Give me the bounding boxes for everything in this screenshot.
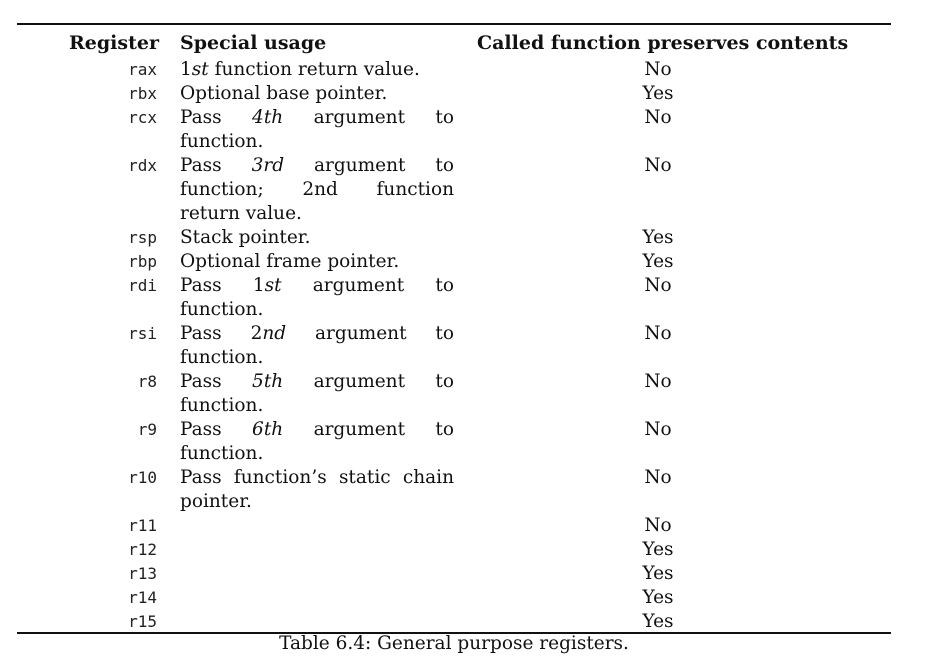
preserves-value: Yes [642, 251, 674, 272]
preserves-value: No [644, 323, 672, 344]
preserves-value: Yes [642, 227, 674, 248]
header-preserves-contents: Called function preserves contents [477, 32, 849, 54]
preserves-value: Yes [642, 563, 674, 584]
register-name: rax [128, 60, 157, 79]
usage-text: Pass 6th argument to function. [180, 419, 454, 464]
table-row: r11 No [0, 514, 935, 538]
register-name: r11 [128, 516, 157, 535]
register-name: rdi [128, 276, 157, 295]
usage-text [180, 586, 454, 610]
table-row: r9 Pass 6th argument to function. No [0, 418, 935, 466]
preserves-value: No [644, 371, 672, 392]
register-name: r13 [128, 564, 157, 583]
register-name: r9 [137, 420, 157, 439]
usage-text: Optional frame pointer. [180, 251, 400, 272]
table-row: rbp Optional frame pointer. Yes [0, 250, 935, 274]
table-row: r10 Pass function’s static chain pointer… [0, 466, 935, 514]
table-row: rax 1st function return value. No [0, 58, 935, 82]
header-register: Register [69, 32, 159, 54]
preserves-value: Yes [642, 611, 674, 632]
register-name: rsi [128, 324, 157, 343]
usage-text: Pass function’s static chain pointer. [180, 467, 454, 512]
usage-text: Pass 1st argument to function. [180, 275, 455, 320]
register-name: rbp [128, 252, 157, 271]
table-caption: Table 6.4: General purpose registers. [279, 633, 629, 654]
usage-text: Optional base pointer. [180, 83, 388, 104]
table-row: rbx Optional base pointer. Yes [0, 82, 935, 106]
register-name: rsp [128, 228, 157, 247]
usage-text [180, 562, 454, 586]
table-row: rsp Stack pointer. Yes [0, 226, 935, 250]
preserves-value: No [644, 155, 672, 176]
register-name: r10 [128, 468, 157, 487]
preserves-value: No [644, 275, 672, 296]
usage-text [180, 514, 454, 538]
preserves-value: No [644, 467, 672, 488]
preserves-value: No [644, 107, 672, 128]
register-name: r14 [128, 588, 157, 607]
preserves-value: No [644, 419, 672, 440]
table-row: r8 Pass 5th argument to function. No [0, 370, 935, 418]
register-name: r15 [128, 612, 157, 631]
table-row: rdi Pass 1st argument to function. No [0, 274, 935, 322]
register-name: rbx [128, 84, 157, 103]
preserves-value: Yes [642, 587, 674, 608]
register-table-body: rax 1st function return value. No rbx Op… [0, 58, 935, 634]
preserves-value: Yes [642, 539, 674, 560]
header-special-usage: Special usage [180, 32, 327, 54]
table-row: r12 Yes [0, 538, 935, 562]
usage-text: Pass 5th argument to function. [180, 371, 454, 416]
usage-text: Pass 3rd argument to function; 2nd funct… [180, 155, 455, 224]
usage-text [180, 610, 454, 634]
table-row: r14 Yes [0, 586, 935, 610]
bottom-rule [17, 632, 891, 634]
top-rule [17, 23, 891, 25]
table-row: r13 Yes [0, 562, 935, 586]
register-name: r12 [128, 540, 157, 559]
table-row: r15 Yes [0, 610, 935, 634]
register-name: r8 [137, 372, 157, 391]
usage-text: 1st function return value. [180, 59, 420, 80]
register-name: rcx [128, 108, 157, 127]
usage-text [180, 538, 454, 562]
table-row: rcx Pass 4th argument to function. No [0, 106, 935, 154]
preserves-value: Yes [642, 83, 674, 104]
usage-text: Stack pointer. [180, 227, 311, 248]
register-name: rdx [128, 156, 157, 175]
usage-text: Pass 2nd argument to function. [180, 323, 454, 368]
preserves-value: No [644, 515, 672, 536]
preserves-value: No [644, 59, 672, 80]
table-row: rsi Pass 2nd argument to function. No [0, 322, 935, 370]
usage-text: Pass 4th argument to function. [180, 107, 454, 152]
table-row: rdx Pass 3rd argument to function; 2nd f… [0, 154, 935, 226]
